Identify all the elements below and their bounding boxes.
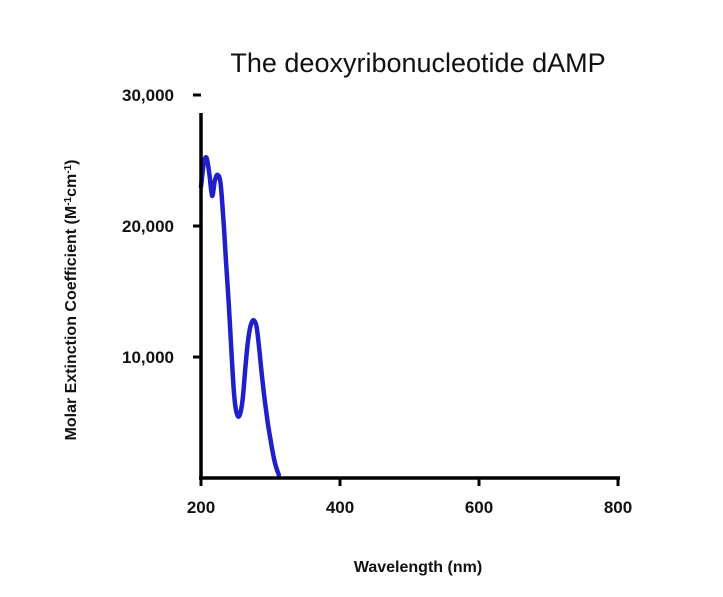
- x-tick-label: 800: [604, 498, 632, 517]
- x-axis-ticks: 200 400 600 800: [187, 478, 632, 517]
- x-tick-label: 200: [187, 498, 215, 517]
- series-line: [198, 155, 282, 478]
- x-tick-label: 600: [465, 498, 493, 517]
- y-tick-label: 20,000: [122, 217, 174, 236]
- y-tick-label: 30,000: [122, 86, 174, 105]
- chart-title: The deoxyribonucleotide dAMP: [230, 48, 605, 78]
- y-axis-label: Molar Extinction Coefficient (M-1cm-1): [63, 160, 81, 441]
- y-axis-ticks: 10,000 20,000 30,000: [122, 86, 201, 367]
- x-axis-label: Wavelength (nm): [354, 559, 482, 576]
- x-tick-label: 400: [326, 498, 354, 517]
- y-tick-label: 10,000: [122, 348, 174, 367]
